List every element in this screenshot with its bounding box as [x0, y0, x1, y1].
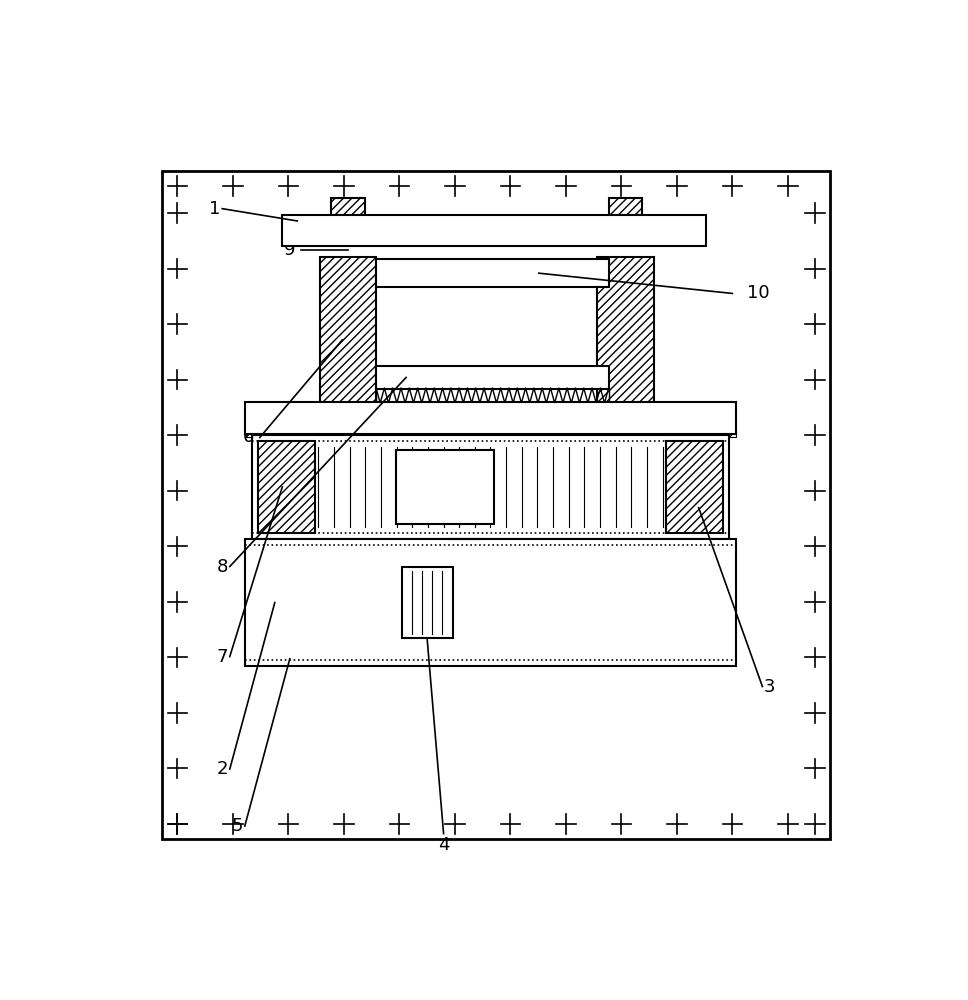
- Text: 9: 9: [284, 241, 295, 259]
- Bar: [331, 198, 365, 215]
- Bar: [377, 259, 609, 287]
- Text: 4: 4: [438, 836, 449, 854]
- Bar: [319, 479, 376, 520]
- Text: 8: 8: [217, 558, 228, 576]
- Bar: [396, 450, 494, 524]
- Bar: [597, 257, 653, 479]
- Bar: [245, 402, 736, 434]
- Bar: [283, 215, 706, 246]
- Text: 6: 6: [243, 428, 255, 446]
- Text: 2: 2: [217, 760, 228, 778]
- Bar: [258, 441, 315, 533]
- Text: 7: 7: [217, 648, 228, 666]
- Bar: [666, 441, 723, 533]
- Text: 5: 5: [231, 817, 243, 835]
- Bar: [609, 198, 643, 215]
- Bar: [377, 366, 609, 389]
- Bar: [163, 171, 830, 839]
- Bar: [245, 430, 736, 437]
- Text: 1: 1: [209, 200, 221, 218]
- Bar: [319, 257, 376, 479]
- Bar: [597, 479, 653, 520]
- Bar: [245, 539, 736, 666]
- Bar: [402, 567, 453, 638]
- Text: 10: 10: [747, 284, 770, 302]
- Text: 3: 3: [764, 678, 775, 696]
- Bar: [253, 435, 729, 539]
